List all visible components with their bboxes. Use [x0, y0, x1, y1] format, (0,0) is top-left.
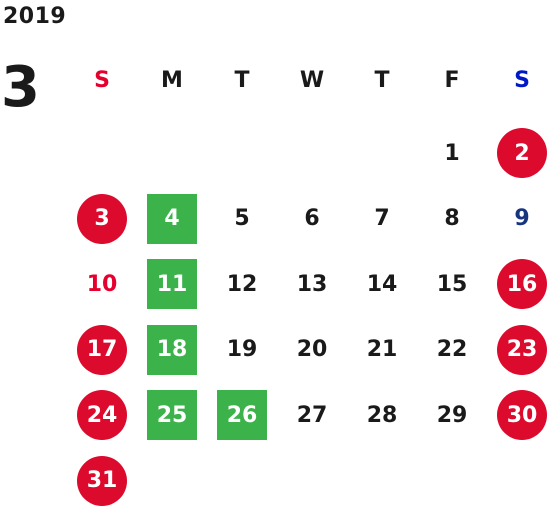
weekday-header: W	[299, 67, 325, 93]
day-number: 14	[366, 271, 398, 297]
day-cell[interactable]: 11	[137, 251, 207, 317]
day-cell[interactable]: 19	[207, 317, 277, 383]
day-number: 2	[497, 128, 547, 178]
day-number: 19	[226, 337, 258, 362]
weekday-header: T	[374, 67, 390, 93]
day-cell[interactable]: 24	[67, 382, 137, 448]
day-number: 5	[234, 206, 250, 231]
day-number: 22	[436, 337, 468, 362]
day-number: 29	[436, 402, 468, 428]
day-number: 27	[296, 402, 328, 428]
weekday-header: S	[514, 67, 530, 93]
day-number: 30	[497, 390, 547, 440]
day-number: 6	[304, 206, 320, 231]
day-cell[interactable]: 29	[417, 382, 487, 448]
day-number: 17	[77, 324, 127, 375]
day-number: 16	[497, 259, 547, 309]
day-cell[interactable]: 2	[487, 120, 548, 186]
weekday-header: S	[94, 67, 110, 93]
day-number: 13	[296, 271, 328, 297]
day-cell[interactable]: 17	[67, 317, 137, 383]
calendar-grid: S M T W T F S 1 2 3 4 5 6 7 8 9 10 11 12 13 14 15 16 17 18 19 20 21…	[67, 48, 548, 506]
day-cell[interactable]: 12	[207, 251, 277, 317]
day-cell[interactable]: 27	[277, 382, 347, 448]
day-number: 25	[147, 390, 197, 440]
day-number: 8	[444, 206, 460, 231]
day-cell[interactable]: 26	[207, 382, 277, 448]
day-cell[interactable]: 22	[417, 317, 487, 383]
day-cell[interactable]: 15	[417, 251, 487, 317]
day-number: 7	[374, 206, 390, 231]
day-number: 24	[77, 390, 127, 440]
day-number: 26	[217, 390, 267, 440]
day-cell[interactable]: 16	[487, 251, 548, 317]
day-number: 11	[147, 259, 197, 309]
day-cell[interactable]: 18	[137, 317, 207, 383]
day-cell[interactable]: 1	[417, 120, 487, 186]
day-cell[interactable]: 14	[347, 251, 417, 317]
day-number: 12	[226, 271, 258, 297]
month-label: 3	[1, 55, 40, 120]
year-label: 2019	[3, 4, 67, 29]
day-number: 10	[86, 271, 118, 297]
day-number: 20	[296, 337, 328, 362]
day-number: 31	[77, 455, 127, 506]
day-number: 28	[366, 402, 398, 428]
day-number: 3	[77, 193, 127, 244]
day-cell[interactable]: 6	[277, 186, 347, 252]
day-cell[interactable]: 31	[67, 448, 137, 514]
day-cell[interactable]: 25	[137, 382, 207, 448]
day-number: 4	[147, 193, 197, 244]
day-cell[interactable]: 7	[347, 186, 417, 252]
day-cell[interactable]: 3	[67, 186, 137, 252]
weekday-header: T	[234, 67, 250, 93]
day-number: 21	[366, 337, 398, 362]
day-cell[interactable]: 9	[487, 186, 548, 252]
day-cell[interactable]: 13	[277, 251, 347, 317]
day-cell[interactable]: 30	[487, 382, 548, 448]
day-number: 18	[147, 324, 197, 375]
weekday-header: M	[161, 67, 183, 93]
day-cell[interactable]: 28	[347, 382, 417, 448]
day-cell[interactable]: 4	[137, 186, 207, 252]
day-cell[interactable]: 8	[417, 186, 487, 252]
day-cell[interactable]: 23	[487, 317, 548, 383]
day-cell[interactable]: 21	[347, 317, 417, 383]
day-number: 9	[514, 206, 530, 231]
day-cell[interactable]: 10	[67, 251, 137, 317]
day-number: 1	[444, 140, 460, 166]
day-number: 23	[497, 324, 547, 375]
day-cell[interactable]: 5	[207, 186, 277, 252]
day-number: 15	[436, 271, 468, 297]
day-cell[interactable]: 20	[277, 317, 347, 383]
weekday-header: F	[444, 67, 460, 93]
